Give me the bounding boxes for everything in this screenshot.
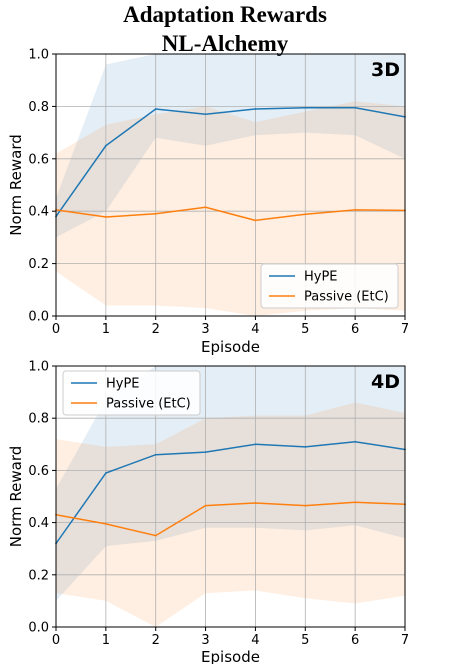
data-point-passive [104,216,107,218]
series-line-passive [55,206,406,222]
legend-label-hype: HyPE [304,270,338,285]
y-tick-label: 0.8 [28,412,49,427]
x-tick-label: 0 [52,322,60,337]
y-tick-label: 0.4 [28,516,49,531]
x-axis-label: Episode [201,648,260,664]
data-point-passive [254,502,257,504]
series-line-hype [55,106,406,217]
legend-box [62,370,201,416]
x-tick-label: 0 [52,633,60,648]
series-line-passive [55,501,406,537]
panel-3D: 0 1 2 3 4 5 6 7 0.0 0.2 0.4 0.6 0.8 1.0 Episode Norm Re… [7,48,409,357]
x-tick-label: 7 [401,322,409,337]
legend-label-hype: HyPE [106,377,140,392]
data-point-passive [254,219,257,222]
data-point-passive [154,534,157,537]
data-point-hype [304,446,307,448]
y-tick-label: 0.6 [28,152,49,167]
x-tick-label: 4 [251,633,259,648]
legend: HyPE Passive (EtC) [62,370,201,416]
data-point-hype [254,443,257,446]
data-point-hype [104,144,107,147]
data-point-hype [154,108,157,110]
x-tick-label: 3 [201,633,209,648]
legend: HyPE Passive (EtC) [260,263,399,309]
y-tick-label: 0.2 [28,257,49,272]
panel-label: 3D [371,59,400,81]
data-point-hype [104,472,107,474]
y-tick-label: 0.2 [28,568,49,583]
x-tick-label: 2 [152,322,160,337]
legend-label-passive: Passive (EtC) [106,397,191,412]
y-tick-label: 1.0 [28,48,49,63]
y-tick-label: 0.0 [28,621,49,636]
y-tick-label: 1.0 [28,360,49,375]
data-point-hype [154,453,157,456]
x-tick-label: 5 [301,633,309,648]
confidence-band-passive [56,101,405,316]
x-tick-label: 1 [102,322,110,337]
y-axis-label: Norm Reward [7,446,25,548]
data-point-passive [354,501,357,504]
legend-label-passive: Passive (EtC) [304,290,389,305]
chart-title-line-1: Adaptation Rewards [123,2,327,27]
y-tick-label: 0.4 [28,205,49,220]
y-tick-label: 0.6 [28,464,49,479]
chart-title-line-2: NL-Alchemy [161,31,289,56]
data-point-passive [104,523,107,525]
x-tick-label: 6 [351,322,359,337]
data-point-passive [354,208,357,211]
data-point-passive [154,212,157,215]
data-point-hype [354,440,357,443]
y-tick-label: 0.0 [28,310,49,325]
legend-box [260,263,399,309]
data-point-hype [204,113,207,116]
panel-label: 4D [371,371,400,393]
plot-frame [55,53,406,317]
plot-frame [55,365,406,628]
confidence-band-hype [56,54,405,238]
x-axis-label: Episode [201,338,260,356]
y-axis-label: Norm Reward [7,134,25,236]
data-point-passive [304,213,307,216]
data-point-hype [254,108,257,110]
x-tick-label: 3 [201,322,209,337]
x-tick-label: 6 [351,633,359,648]
x-tick-label: 5 [301,322,309,337]
data-point-passive [204,504,207,507]
data-point-passive [304,504,307,507]
x-tick-label: 7 [401,633,409,648]
x-tick-label: 1 [102,633,110,648]
data-point-hype [354,106,357,109]
data-point-hype [204,451,207,454]
x-tick-label: 2 [152,633,160,648]
series-line-hype [55,440,406,544]
y-tick-label: 0.8 [28,100,49,115]
panel-4D: 0 1 2 3 4 5 6 7 0.0 0.2 0.4 0.6 0.8 1.0 Episode Norm Re… [7,360,409,664]
x-tick-label: 4 [251,322,259,337]
confidence-band-hype [56,366,405,601]
data-point-passive [204,206,207,209]
chart-title: Adaptation Rewards NL-Alchemy [0,0,450,58]
data-point-hype [304,106,307,109]
